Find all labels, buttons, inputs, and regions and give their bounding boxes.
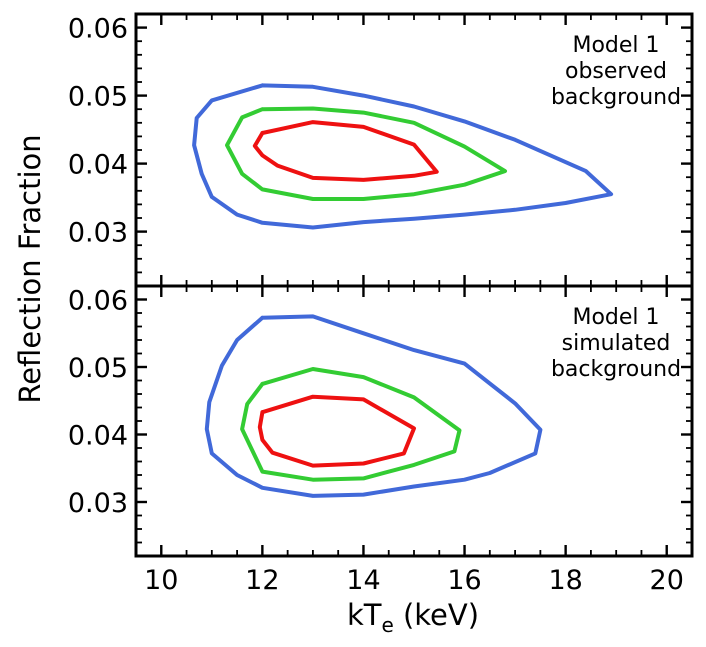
panel-annotation-line: Model 1 [572, 33, 659, 58]
contour-inner [257, 394, 416, 468]
contour-outer [204, 314, 543, 498]
contour-middle [225, 106, 507, 201]
x-tick-label: 18 [548, 565, 582, 596]
x-tick-label: 10 [144, 565, 178, 596]
bottom-panel: 0.03 0.04 0.05 0.06 Model 1simulatedbackgrou… [68, 284, 694, 558]
x-tick-label: 16 [447, 565, 481, 596]
annotation-backing [563, 59, 669, 83]
panel-annotation-line: background [551, 357, 681, 382]
y-tick-label: 0.05 [68, 353, 128, 384]
y-axis-label: Reflection Fraction [13, 134, 47, 403]
panel-annotation-line: Model 1 [572, 305, 659, 330]
y-tick-label: 0.05 [68, 82, 128, 113]
annotation-backing [569, 305, 663, 329]
panel-annotation-line: background [551, 85, 681, 110]
annotation-backing [569, 33, 663, 57]
x-tick-label: 12 [245, 565, 279, 596]
panel-annotation-line: simulated [562, 331, 671, 356]
y-tick-label: 0.06 [68, 286, 128, 317]
y-tick-label: 0.06 [68, 14, 128, 45]
y-tick-label: 0.04 [68, 150, 128, 181]
x-axis-label: kTe (keV) [347, 598, 479, 637]
annotation-backing [551, 357, 681, 381]
x-axis-label-main: kT [347, 598, 382, 632]
contour-outer [192, 83, 614, 230]
x-axis-label-units: (keV) [394, 598, 479, 632]
y-tick-label: 0.03 [68, 488, 128, 519]
contour-middle [240, 367, 462, 482]
panel-annotation-line: observed [565, 59, 667, 84]
y-tick-label: 0.03 [68, 218, 128, 249]
x-tick-label: 14 [346, 565, 380, 596]
x-axis-ticks: 10 12 14 16 18 20 [144, 565, 684, 596]
x-axis-label-subscript: e [381, 613, 393, 637]
panel-frame [134, 284, 694, 558]
x-tick-label: 20 [650, 565, 684, 596]
annotation-backing [551, 85, 681, 109]
contour-inner [252, 120, 439, 182]
top-panel: 0.03 0.04 0.05 0.06 Model 1observedbackgroun… [68, 12, 694, 288]
annotation-backing [557, 331, 675, 355]
y-tick-label: 0.04 [68, 421, 128, 452]
